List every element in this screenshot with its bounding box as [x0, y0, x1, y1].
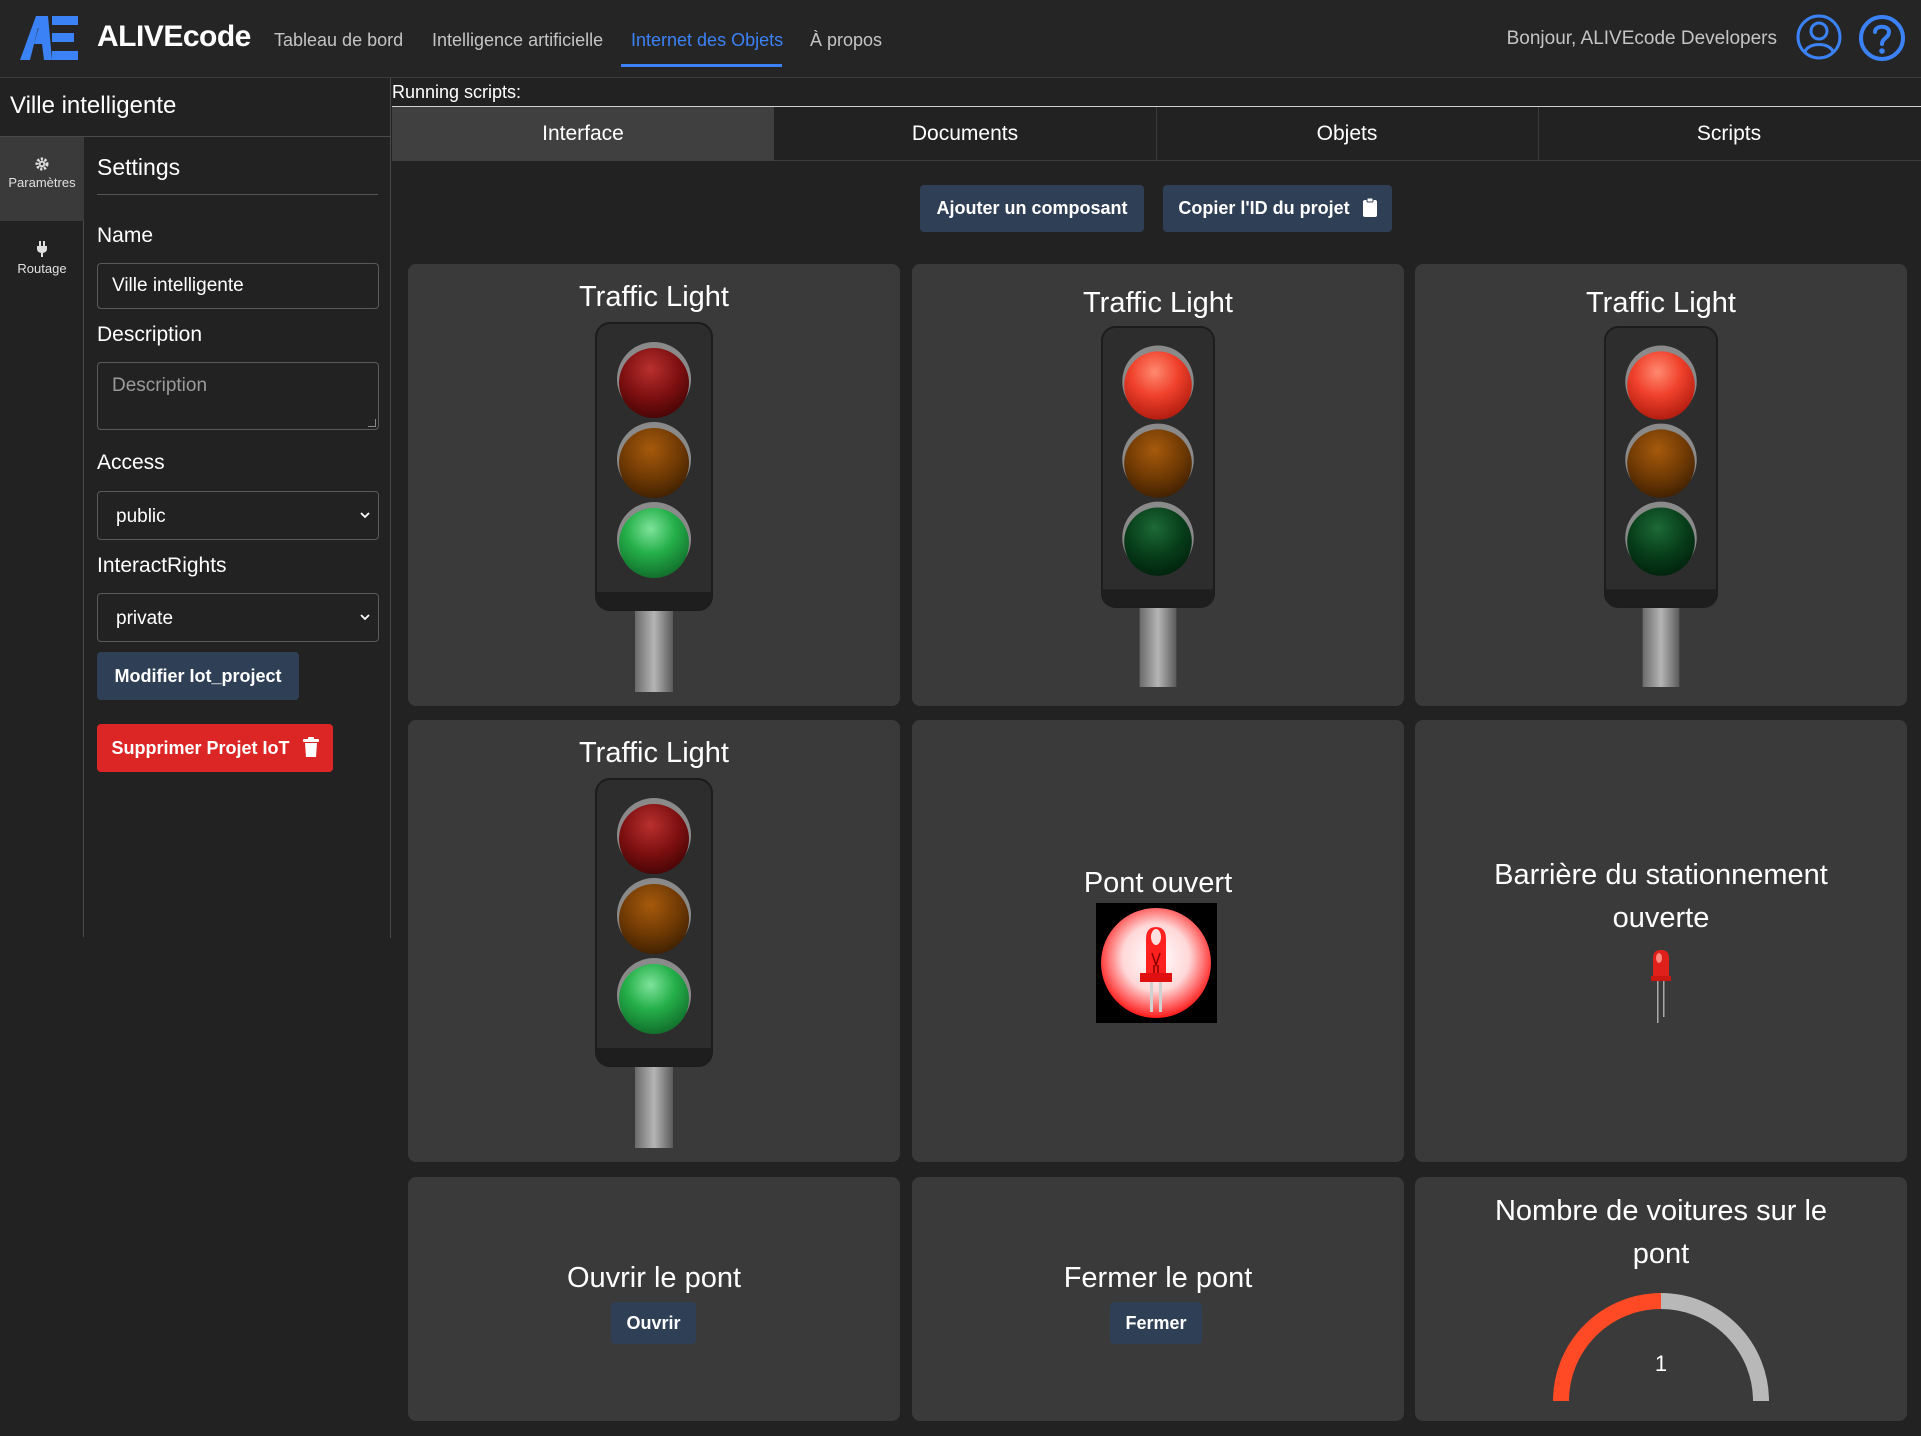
traffic-light-card-3: Traffic Light	[1415, 264, 1907, 706]
card-title-line2: pont	[1632, 1238, 1690, 1270]
alivecode-logo-icon[interactable]	[18, 14, 80, 62]
chevron-down-icon	[360, 614, 370, 621]
card-title: Ouvrir le pont	[566, 1262, 742, 1294]
running-scripts-label: Running scripts:	[392, 82, 522, 102]
traffic-light-icon	[1604, 326, 1718, 687]
card-title: Fermer le pont	[1063, 1262, 1253, 1294]
plug-icon	[37, 241, 47, 257]
active-nav-indicator	[621, 64, 782, 67]
card-title-line1: Barrière du stationnement	[1494, 859, 1828, 891]
chevron-down-icon	[360, 512, 370, 519]
clipboard-icon	[1362, 197, 1377, 217]
rail-label: Routage	[17, 261, 67, 276]
modify-project-button[interactable]: Modifier Iot_project	[97, 652, 299, 700]
delete-project-button[interactable]: Supprimer Projet IoT	[97, 724, 333, 772]
tab-objets[interactable]: Objets	[1316, 122, 1378, 145]
rail-item-parametres[interactable]: Paramètres	[0, 137, 84, 221]
delete-label: Supprimer Projet IoT	[111, 738, 290, 758]
close-bridge-card: Fermer le pont Fermer	[912, 1177, 1404, 1421]
help-circle-icon[interactable]	[1858, 14, 1906, 62]
nav-link-ai[interactable]: Intelligence artificielle	[432, 30, 604, 50]
access-select[interactable]: public	[97, 491, 379, 540]
user-circle-icon[interactable]	[1796, 14, 1842, 60]
traffic-light-icon	[595, 778, 713, 1148]
tab-bar: Interface Documents Objets Scripts	[392, 106, 1921, 161]
red-led-on-icon	[1096, 903, 1217, 1023]
traffic-light-card-1: Traffic Light	[408, 264, 900, 706]
card-title: Traffic Light	[1586, 287, 1736, 319]
description-textarea[interactable]: Description	[97, 362, 379, 430]
tab-scripts[interactable]: Scripts	[1696, 122, 1762, 145]
rail-item-routage[interactable]: Routage	[0, 221, 84, 305]
name-label: Name	[97, 224, 154, 247]
access-label: Access	[97, 451, 165, 474]
close-bridge-button[interactable]: Fermer	[1110, 1302, 1202, 1344]
parking-barrier-card: Barrière du stationnement ouverte	[1415, 720, 1907, 1162]
sidebar-rail: Paramètres Routage	[0, 137, 84, 937]
open-bridge-card: Ouvrir le pont Ouvrir	[408, 1177, 900, 1421]
divider	[1156, 107, 1157, 161]
nav-link-about[interactable]: À propos	[810, 30, 883, 50]
tab-documents[interactable]: Documents	[911, 122, 1019, 145]
card-title: Pont ouvert	[1083, 867, 1233, 899]
settings-heading: Settings	[97, 154, 181, 180]
description-placeholder: Description	[112, 375, 208, 396]
card-title: Traffic Light	[579, 281, 729, 313]
project-title: Ville intelligente	[10, 92, 177, 119]
gear-icon	[35, 157, 49, 171]
open-bridge-button[interactable]: Ouvrir	[611, 1302, 696, 1344]
divider	[1538, 107, 1539, 161]
car-count-gauge	[1553, 1293, 1769, 1402]
card-title: Traffic Light	[579, 737, 729, 769]
description-label: Description	[97, 323, 203, 346]
gauge-fill	[1553, 1293, 1662, 1402]
gauge-track	[1660, 1293, 1769, 1402]
gauge-value: 1	[1654, 1351, 1668, 1376]
rail-label: Paramètres	[8, 175, 76, 190]
name-input[interactable]	[97, 263, 379, 309]
traffic-light-icon	[595, 322, 713, 692]
traffic-light-card-2: Traffic Light	[912, 264, 1404, 706]
traffic-light-card-4: Traffic Light	[408, 720, 900, 1162]
brand-name[interactable]: ALIVEcode	[97, 20, 251, 53]
nav-link-iot[interactable]: Internet des Objets	[631, 30, 784, 50]
divider	[97, 194, 378, 195]
bridge-status-card: Pont ouvert	[912, 720, 1404, 1162]
card-title-line1: Nombre de voitures sur le	[1494, 1195, 1828, 1227]
red-led-small-icon	[1651, 950, 1671, 1023]
add-component-button[interactable]: Ajouter un composant	[920, 185, 1144, 232]
interact-rights-value: private	[116, 608, 174, 629]
tab-interface[interactable]: Interface	[392, 107, 774, 161]
traffic-light-icon	[1101, 326, 1215, 687]
access-value: public	[116, 506, 166, 527]
interact-rights-label: InteractRights	[97, 554, 227, 577]
divider	[390, 78, 391, 938]
trash-icon	[302, 737, 319, 757]
car-count-card: Nombre de voitures sur le pont 1	[1415, 1177, 1907, 1421]
nav-link-dashboard[interactable]: Tableau de bord	[274, 30, 404, 50]
resize-handle-icon[interactable]	[368, 419, 376, 427]
navbar: ALIVEcode Tableau de bord Intelligence a…	[0, 0, 1921, 78]
copy-id-label: Copier l'ID du projet	[1178, 198, 1350, 218]
card-title-line2: ouverte	[1612, 902, 1710, 934]
user-greeting: Bonjour, ALIVEcode Developers	[1506, 28, 1777, 49]
copy-project-id-button[interactable]: Copier l'ID du projet	[1163, 185, 1392, 232]
interact-rights-select[interactable]: private	[97, 593, 379, 642]
divider	[0, 136, 391, 137]
card-title: Traffic Light	[1083, 287, 1233, 319]
